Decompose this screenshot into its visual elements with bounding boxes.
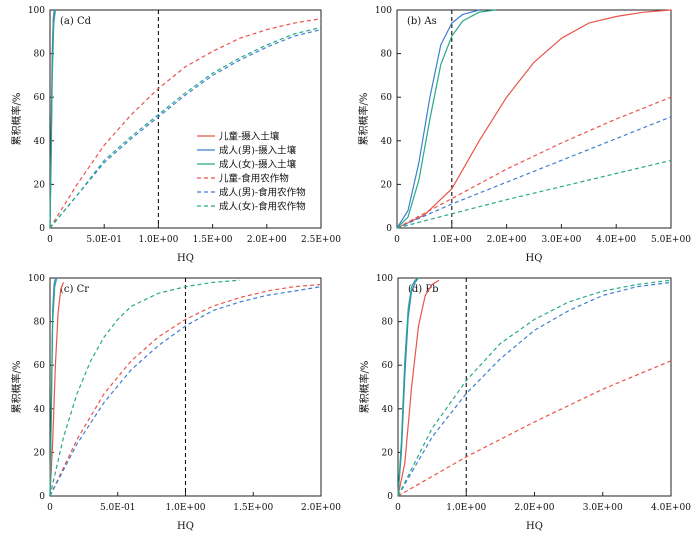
y-tick-label: 40 bbox=[34, 405, 46, 415]
x-tick-label: 2.5E+00 bbox=[301, 235, 341, 245]
x-tick-label: 0 bbox=[394, 235, 400, 245]
y-tick-label: 100 bbox=[28, 6, 45, 16]
series-line-3 bbox=[49, 277, 58, 497]
x-tick-label: 2.0E+00 bbox=[515, 503, 555, 513]
legend-entry: 成人(男)-摄入土壤 bbox=[219, 145, 297, 157]
y-tick-label: 100 bbox=[376, 274, 393, 284]
y-tick-label: 0 bbox=[387, 492, 393, 502]
series-line-5 bbox=[396, 116, 672, 229]
plot-frame bbox=[396, 9, 672, 229]
legend-entry: 儿童-摄入土壤 bbox=[219, 131, 280, 143]
y-tick-label: 60 bbox=[381, 93, 393, 103]
y-tick-label: 40 bbox=[382, 405, 394, 415]
y-tick-label: 0 bbox=[39, 224, 45, 234]
y-tick-label: 80 bbox=[34, 318, 46, 328]
x-tick-label: 1.0E+00 bbox=[138, 235, 178, 245]
y-tick-label: 40 bbox=[381, 137, 393, 147]
x-axis-title: HQ bbox=[177, 521, 194, 532]
x-tick-label: 2.0E+00 bbox=[301, 503, 341, 513]
y-tick-label: 0 bbox=[386, 224, 392, 234]
y-axis-title: 累积概率/% bbox=[10, 361, 23, 414]
x-tick-label: 5.0E-01 bbox=[100, 503, 136, 513]
panel-label: (b) As bbox=[407, 16, 437, 27]
x-tick-label: 1.5E+00 bbox=[193, 235, 233, 245]
series-line-6 bbox=[49, 26, 322, 229]
legend: 儿童-摄入土壤成人(男)-摄入土壤成人(女)-摄入土壤儿童-食用农作物成人(男)… bbox=[197, 131, 306, 213]
series-line-4 bbox=[49, 283, 322, 497]
y-tick-label: 60 bbox=[34, 361, 46, 371]
x-tick-label: 1.0E+00 bbox=[166, 503, 206, 513]
y-tick-label: 100 bbox=[375, 6, 392, 16]
series-line-6 bbox=[397, 279, 672, 497]
chart-panel-1: 0 5.0E-01 1.0E+00 1.5E+00 2.0E+00 2.5E+00 0 20 4… bbox=[10, 6, 341, 264]
series-line-3 bbox=[397, 277, 419, 497]
series-line-4 bbox=[396, 96, 672, 229]
y-tick-label: 60 bbox=[34, 93, 46, 103]
y-tick-label: 20 bbox=[34, 448, 46, 458]
y-tick-label: 40 bbox=[34, 137, 46, 147]
x-tick-label: 1.0E+00 bbox=[446, 503, 486, 513]
series-line-3 bbox=[396, 9, 496, 229]
y-tick-label: 0 bbox=[39, 492, 45, 502]
x-axis-title: HQ bbox=[526, 253, 543, 264]
y-axis-title: 累积概率/% bbox=[358, 361, 371, 414]
plot-frame bbox=[397, 277, 672, 497]
series-line-4 bbox=[397, 360, 672, 497]
chart-panel-3: 0 5.0E-01 1.0E+00 1.5E+00 2.0E+00 0 20 40 60 80 10… bbox=[10, 274, 341, 532]
x-axis-title: HQ bbox=[526, 521, 543, 532]
y-tick-label: 80 bbox=[382, 318, 394, 328]
y-tick-label: 80 bbox=[381, 50, 393, 60]
y-tick-label: 60 bbox=[382, 361, 394, 371]
x-tick-label: 2.0E+00 bbox=[487, 235, 527, 245]
x-tick-label: 2.0E+00 bbox=[247, 235, 287, 245]
legend-entry: 儿童-食用农作物 bbox=[219, 173, 289, 185]
x-tick-label: 0 bbox=[47, 235, 53, 245]
legend-entry: 成人(女)-摄入土壤 bbox=[219, 159, 297, 171]
x-tick-label: 4.0E+00 bbox=[596, 235, 636, 245]
series-line-6 bbox=[49, 279, 240, 497]
series-line-1 bbox=[49, 282, 65, 497]
x-tick-label: 1.0E+00 bbox=[432, 235, 472, 245]
y-tick-label: 20 bbox=[381, 180, 393, 190]
legend-entry: 成人(女)-食用农作物 bbox=[219, 201, 306, 213]
series-line-2 bbox=[396, 9, 480, 229]
series-line-1 bbox=[396, 9, 672, 229]
y-tick-label: 80 bbox=[34, 50, 46, 60]
y-axis-title: 累积概率/% bbox=[10, 93, 23, 146]
series-line-5 bbox=[49, 29, 322, 229]
plot-frame bbox=[49, 9, 322, 229]
panel-label: (d) Pb bbox=[408, 284, 439, 295]
legend-entry: 成人(男)-食用农作物 bbox=[219, 187, 306, 199]
x-axis-title: HQ bbox=[177, 253, 194, 264]
x-tick-label: 5.0E+00 bbox=[651, 235, 691, 245]
x-tick-label: 0 bbox=[395, 503, 401, 513]
x-tick-label: 4.0E+00 bbox=[651, 503, 691, 513]
panel-label: (c) Cr bbox=[60, 284, 89, 295]
panel-label: (a) Cd bbox=[60, 16, 92, 27]
x-tick-label: 0 bbox=[47, 503, 53, 513]
x-tick-label: 5.0E-01 bbox=[86, 235, 122, 245]
x-tick-label: 3.0E+00 bbox=[583, 503, 623, 513]
series-line-4 bbox=[49, 18, 322, 229]
x-tick-label: 3.0E+00 bbox=[541, 235, 581, 245]
x-tick-label: 1.5E+00 bbox=[233, 503, 273, 513]
y-axis-title: 累积概率/% bbox=[357, 93, 370, 146]
series-line-5 bbox=[397, 281, 672, 497]
y-tick-label: 20 bbox=[34, 180, 46, 190]
series-line-5 bbox=[49, 286, 322, 497]
series-line-6 bbox=[396, 159, 672, 229]
series-line-3 bbox=[49, 9, 56, 229]
chart-panel-4: 0 1.0E+00 2.0E+00 3.0E+00 4.0E+00 0 20 40 60 80 10… bbox=[358, 274, 691, 532]
series-line-1 bbox=[397, 279, 440, 497]
chart-panel-2: 0 1.0E+00 2.0E+00 3.0E+00 4.0E+00 5.0E+00 0 20 4… bbox=[357, 6, 691, 264]
y-tick-label: 100 bbox=[28, 274, 45, 284]
y-tick-label: 20 bbox=[382, 448, 394, 458]
